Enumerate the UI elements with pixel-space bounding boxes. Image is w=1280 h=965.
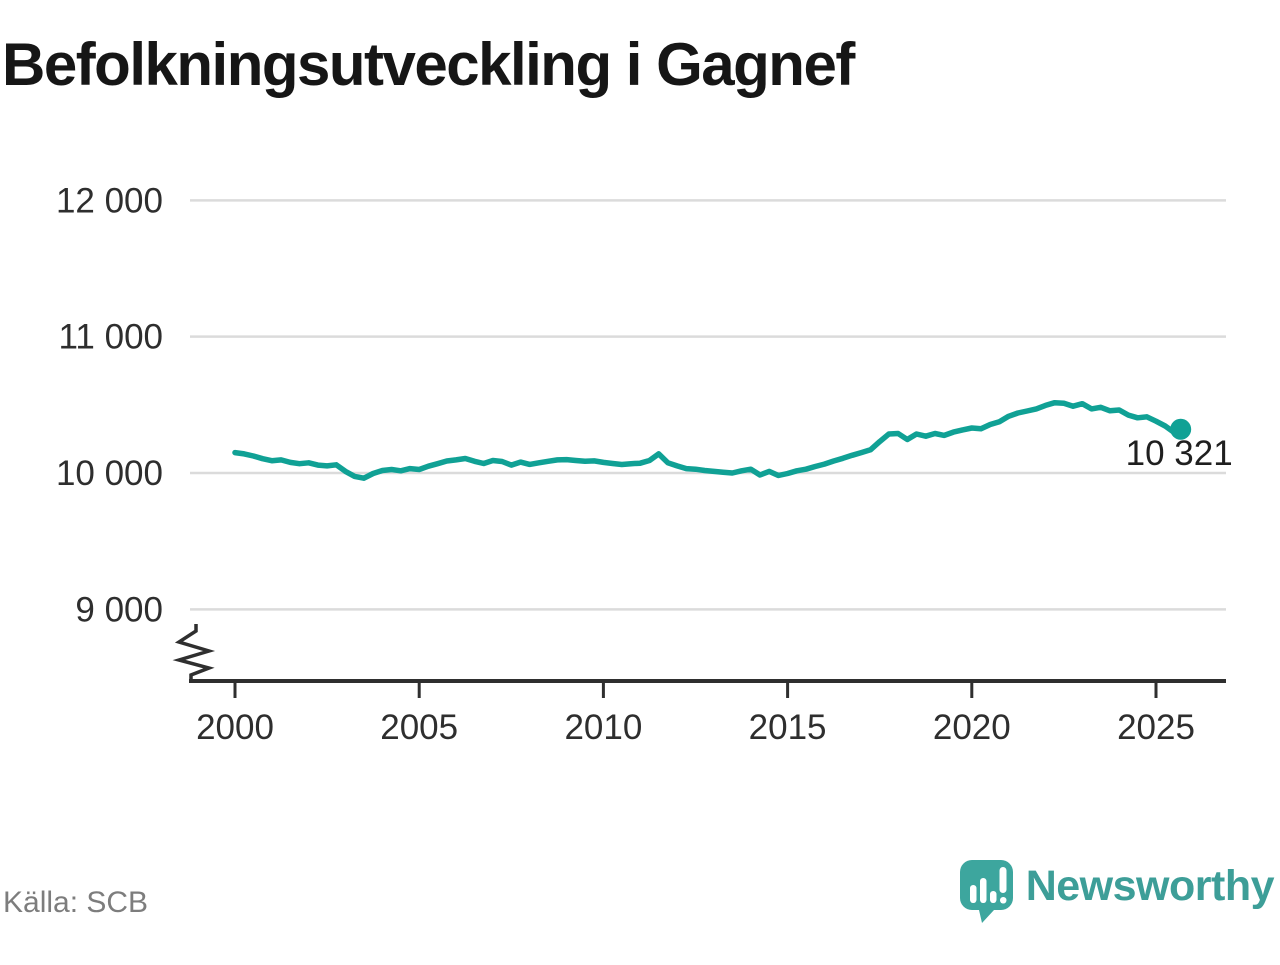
x-tick-label-2020: 2020 (933, 708, 1011, 747)
y-tick-label-10000: 10 000 (56, 454, 163, 493)
newsworthy-wordmark: Newsworthy (1025, 861, 1275, 910)
end-value-label: 10 321 (1126, 434, 1233, 473)
y-tick-label-12000: 12 000 (56, 181, 163, 220)
source-note: Källa: SCB (3, 886, 149, 919)
axis-break-icon (172, 624, 216, 679)
y-tick-label-11000: 11 000 (59, 318, 163, 357)
x-tick-label-2010: 2010 (564, 708, 642, 747)
y-tick-label-9000: 9 000 (75, 590, 163, 629)
x-tick-label-2025: 2025 (1117, 708, 1195, 747)
speech-bubble-bar-chart-icon (959, 860, 1013, 923)
page-title: Befolkningsutveckling i Gagnef (2, 31, 855, 98)
newsworthy-logo: Newsworthy (959, 860, 1275, 924)
end-point-marker (1170, 418, 1192, 440)
x-tick-label-2005: 2005 (380, 708, 458, 747)
x-tick-label-2000: 2000 (196, 708, 274, 747)
x-tick-label-2015: 2015 (749, 708, 827, 747)
population-line (232, 399, 1184, 481)
